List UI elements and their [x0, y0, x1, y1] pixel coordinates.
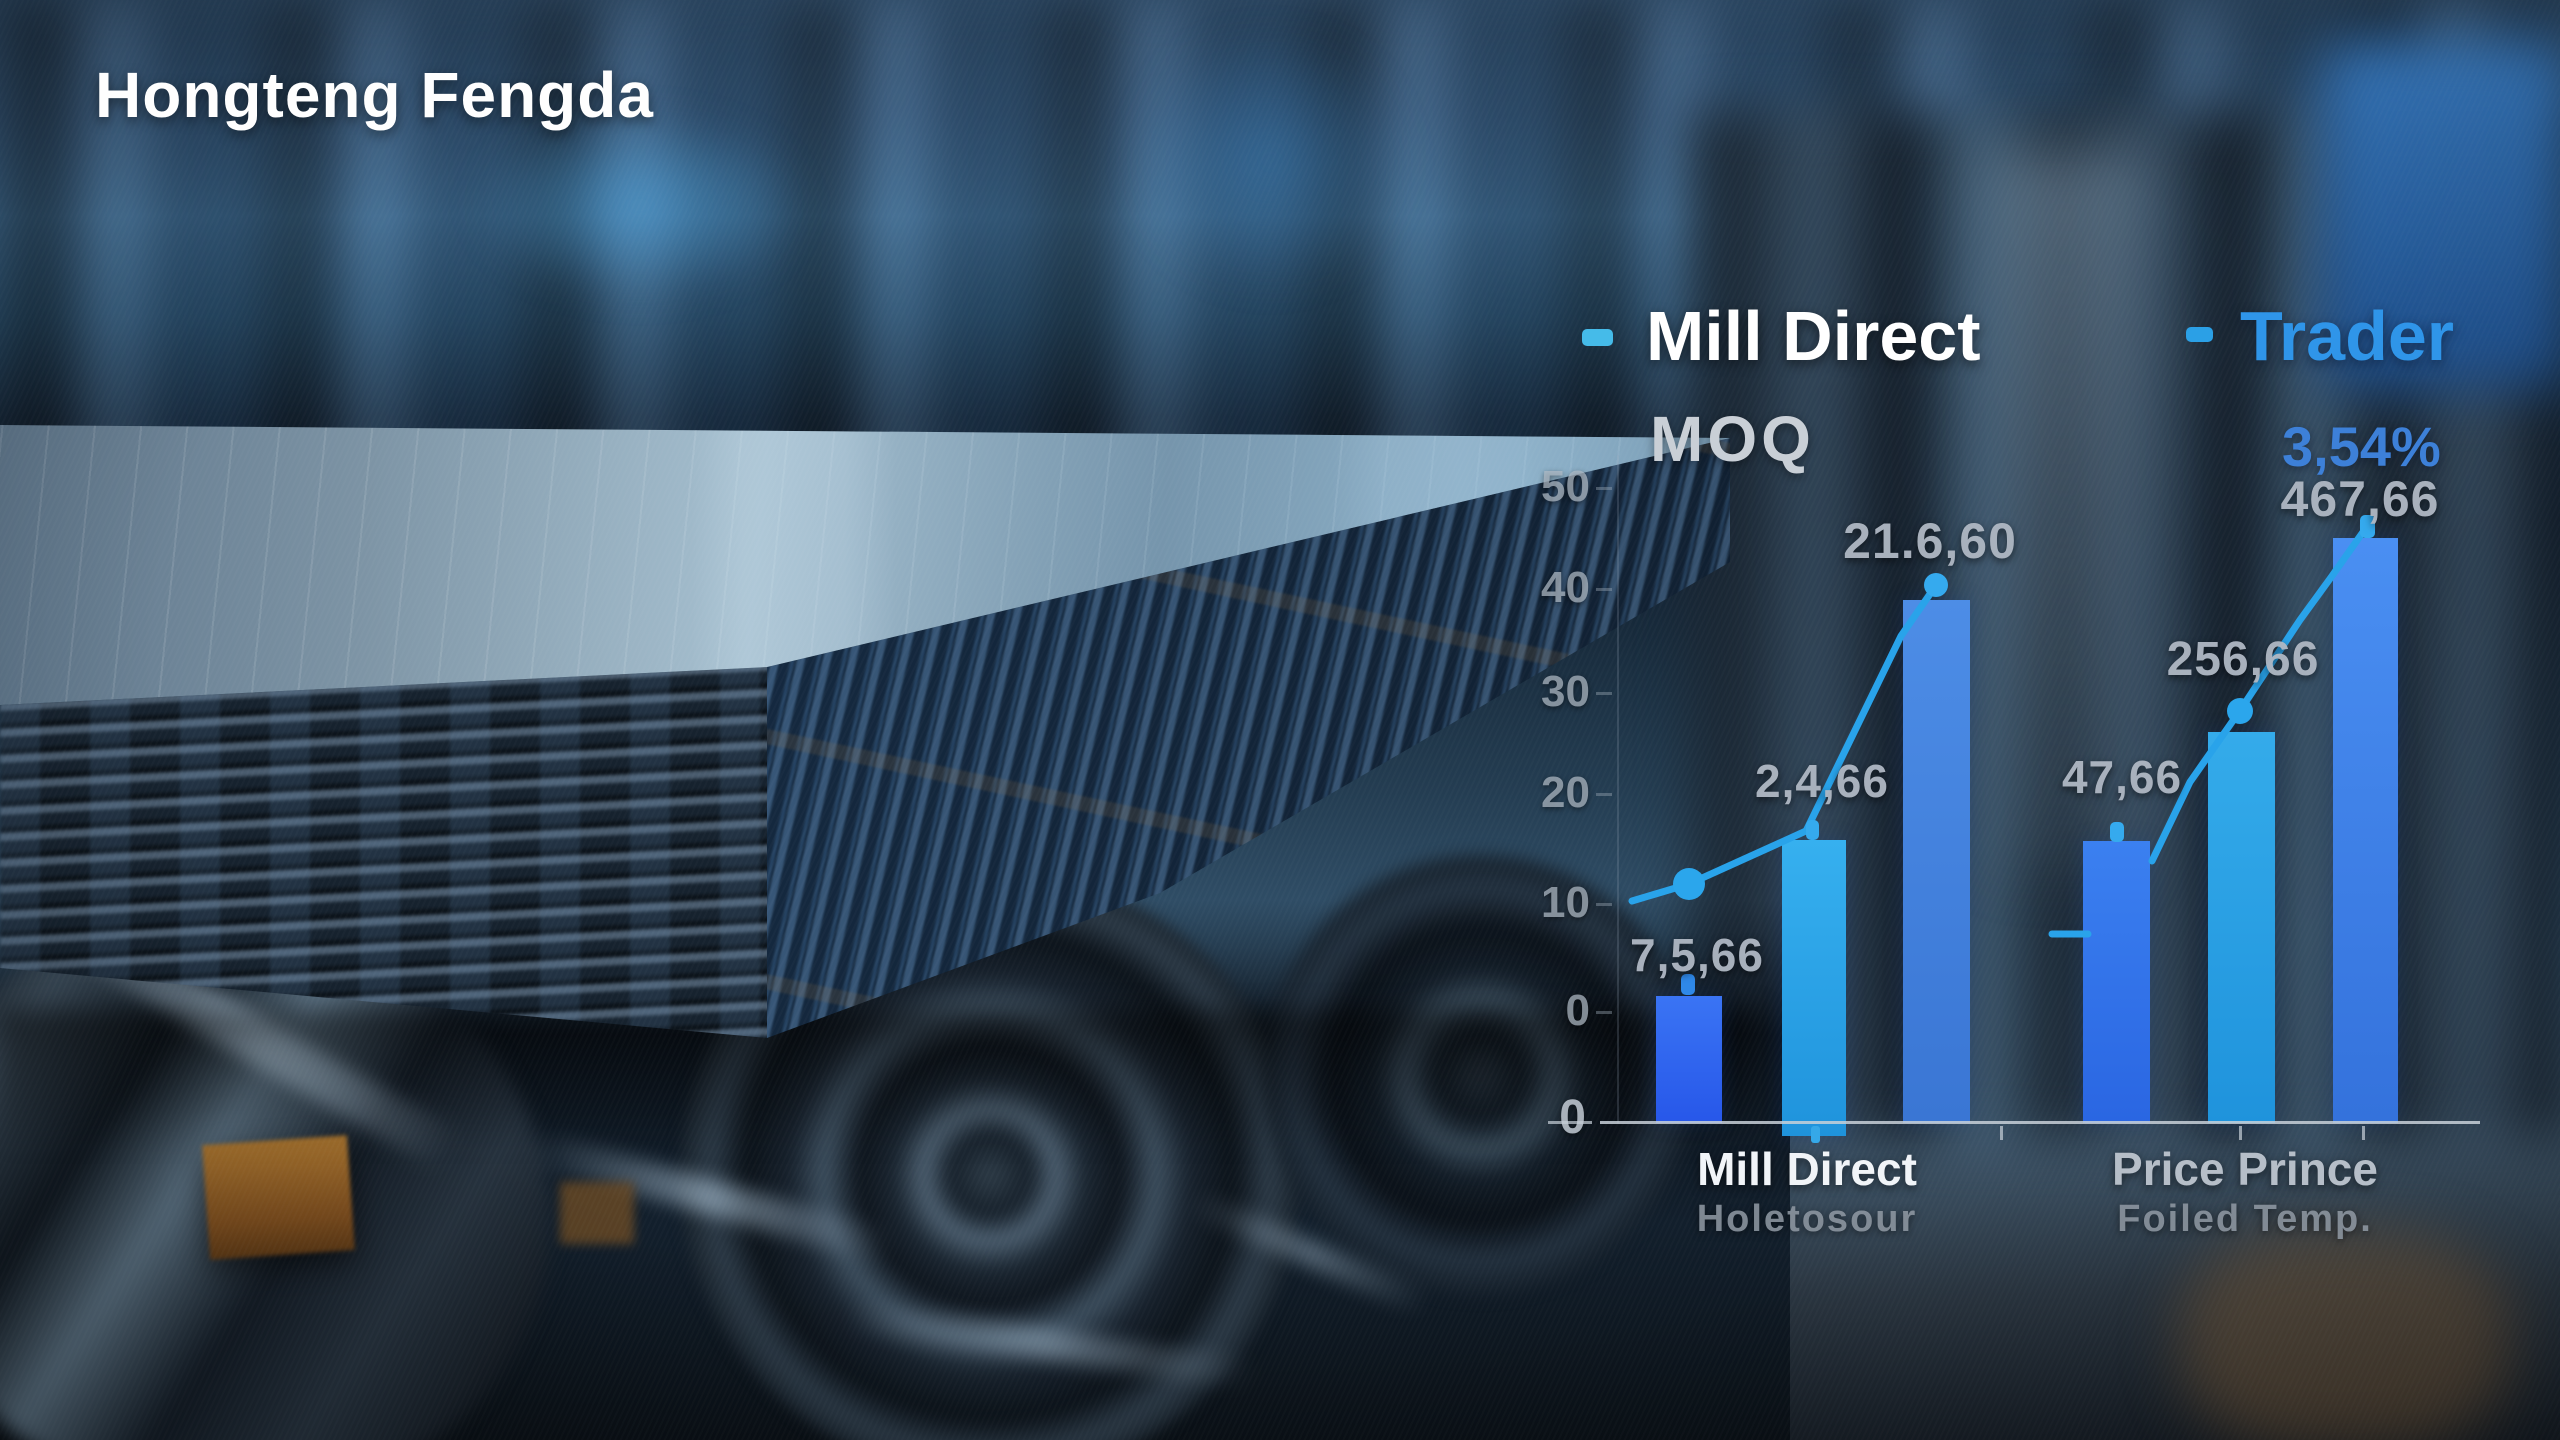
- y-axis-tick: [1596, 487, 1612, 490]
- legend-marker-trader: [2186, 327, 2213, 342]
- bar-value-label: 7,5,66: [1630, 929, 1764, 981]
- wooden-spacer-block: [560, 1182, 634, 1244]
- floor-patch: [2180, 1230, 2510, 1440]
- bar-price-1: [2083, 841, 2150, 1123]
- x-category-subtitle-2: Foiled Temp.: [2117, 1198, 2373, 1240]
- bar-value-label: 2,4,66: [1755, 755, 1889, 807]
- bar-mill-direct-3: [1903, 600, 1970, 1123]
- y-axis-label: 20: [1541, 768, 1590, 817]
- y-axis-tick: [1596, 903, 1612, 906]
- x-axis-fragment: [1548, 1121, 1592, 1124]
- trend-marker: [1806, 820, 1819, 840]
- bar-value-label: 21.6,60: [1843, 513, 2017, 569]
- y-axis-label: 0: [1565, 986, 1590, 1035]
- y-axis-label: 40: [1541, 563, 1590, 612]
- bar-value-label: 467,66: [2280, 471, 2440, 527]
- light-column: [1990, 150, 2140, 870]
- x-category-subtitle-1: Holetosour: [1696, 1198, 1918, 1240]
- x-axis-tick: [2239, 1126, 2242, 1140]
- stack-shadow: [0, 1010, 1760, 1150]
- x-category-price: Price Prince: [2112, 1143, 2378, 1195]
- y-axis-label: 50: [1541, 462, 1590, 511]
- bar-value-label: 47,66: [2061, 751, 2183, 803]
- blue-glow: [1130, 30, 1410, 290]
- trend-marker: [1681, 974, 1695, 995]
- y-axis-tick: [1596, 692, 1612, 695]
- bar-price-2: [2208, 732, 2275, 1123]
- blue-glow: [470, 110, 810, 300]
- x-axis-tick-highlight: [1811, 1126, 1820, 1143]
- x-category-mill-direct: Mill Direct: [1697, 1143, 1917, 1195]
- y-axis-label: 0: [1559, 1091, 1586, 1144]
- x-axis-line: [1600, 1121, 2480, 1124]
- trend-point-large: [1673, 868, 1705, 900]
- y-axis-line: [1617, 455, 1619, 1123]
- bar-price-3: [2333, 538, 2398, 1123]
- x-axis-tick: [2000, 1126, 2003, 1140]
- legend-sublabel-moq: MOQ: [1650, 403, 1815, 475]
- x-axis-tick: [2362, 1126, 2365, 1140]
- legend-sublabel-percent: 3,54%: [2282, 415, 2441, 478]
- y-axis-tick: [1596, 793, 1612, 796]
- bar-value-label: 256,66: [2166, 633, 2320, 686]
- y-axis-label: 10: [1541, 878, 1590, 927]
- y-axis-tick: [1596, 588, 1612, 591]
- bar-mill-direct-2: [1782, 840, 1846, 1136]
- blue-machine: [2320, 40, 2560, 390]
- y-axis-label: 30: [1541, 667, 1590, 716]
- trend-marker: [2360, 515, 2375, 538]
- y-axis-tick: [1596, 1011, 1612, 1014]
- bar-mill-direct-1: [1656, 996, 1722, 1123]
- trend-line-group2: [2148, 528, 2367, 865]
- trend-point: [1924, 573, 1948, 597]
- page-title: Hongteng Fengda: [95, 59, 654, 131]
- legend-marker-mill-direct: [1582, 329, 1613, 346]
- trend-point: [2227, 698, 2253, 724]
- trend-marker: [2110, 822, 2124, 842]
- legend-label-trader: Trader: [2240, 297, 2454, 375]
- legend-label-mill-direct: Mill Direct: [1646, 297, 1981, 375]
- trend-line-group1: [1628, 590, 1934, 905]
